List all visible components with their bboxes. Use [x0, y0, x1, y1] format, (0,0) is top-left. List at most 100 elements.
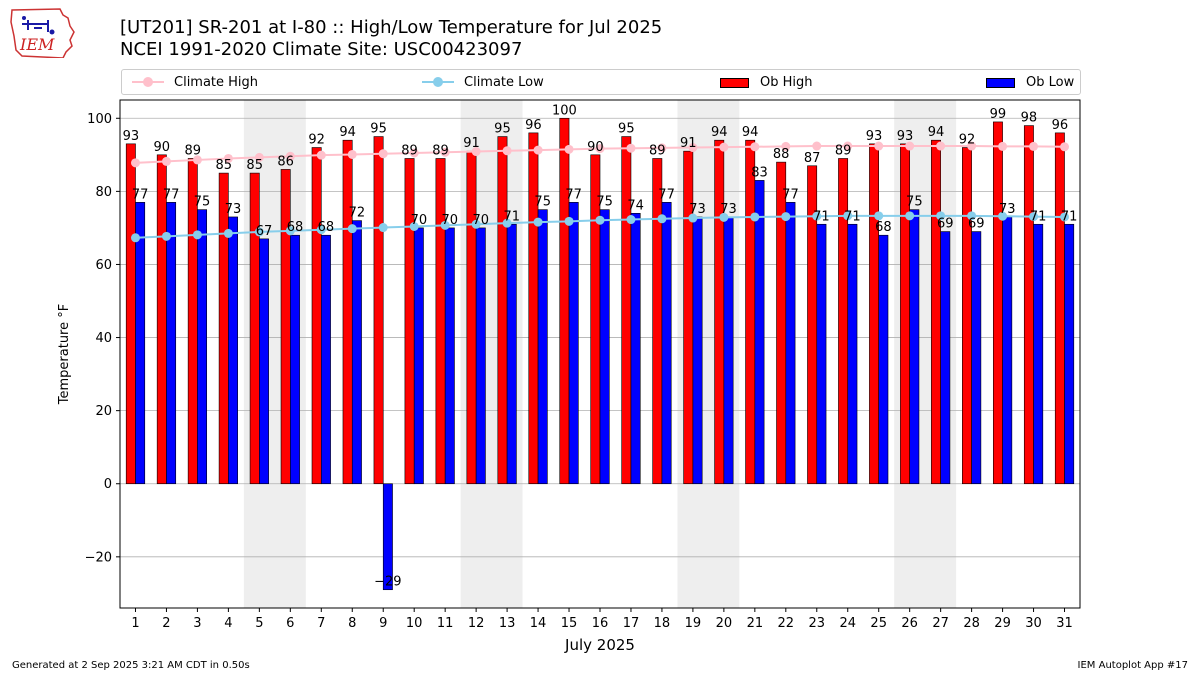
ob-high-bar-13: [497, 136, 508, 485]
climate-high-point-26: [905, 141, 915, 151]
x-tick-label-31: 31: [1056, 616, 1073, 631]
ob-high-label-2: 90: [154, 140, 171, 155]
ob-high-label-20: 94: [711, 125, 728, 140]
ob-low-bar-21: [754, 180, 765, 485]
ob-low-label-13: 71: [503, 209, 520, 224]
ob-high-bar-10: [404, 158, 415, 485]
footer-app: IEM Autoplot App #17: [1077, 660, 1188, 671]
ob-high-bar-30: [1023, 125, 1034, 485]
x-tick-label-7: 7: [317, 616, 325, 631]
ob-high-bar-28: [962, 147, 972, 485]
ob-low-bar-16: [599, 209, 610, 485]
ob-high-bar-14: [528, 132, 539, 485]
climate-low-point-25: [874, 211, 884, 221]
climate-high-point-15: [564, 144, 574, 154]
legend-swatch-ob-high: [718, 74, 750, 90]
ob-low-bar-27: [940, 231, 951, 485]
climate-high-point-12: [471, 147, 481, 157]
ob-low-label-4: 73: [225, 202, 242, 217]
ob-low-label-11: 70: [442, 213, 459, 228]
climate-low-point-24: [843, 211, 853, 221]
ob-low-bar-28: [971, 231, 982, 485]
climate-low-point-18: [657, 214, 667, 224]
ob-high-label-13: 95: [494, 122, 511, 137]
ob-high-bar-29: [992, 121, 1003, 485]
legend-label-ob-low: Ob Low: [1026, 74, 1075, 90]
climate-low-point-12: [471, 219, 481, 229]
climate-low-point-21: [750, 212, 760, 222]
ob-low-bar-30: [1033, 223, 1044, 485]
climate-low-point-27: [936, 211, 946, 221]
ob-low-label-29: 73: [999, 202, 1016, 217]
ob-low-bar-8: [351, 220, 362, 485]
climate-high-point-7: [316, 150, 326, 160]
ob-high-label-1: 93: [123, 129, 140, 144]
climate-high-point-29: [998, 141, 1008, 151]
climate-high-point-6: [285, 151, 295, 161]
ob-high-bar-11: [435, 158, 446, 485]
ob-high-bar-9: [373, 136, 384, 485]
ob-low-label-23: 71: [813, 209, 830, 224]
ob-high-bar-12: [466, 150, 477, 485]
x-tick-label-1: 1: [131, 616, 139, 631]
climate-low-point-29: [998, 211, 1008, 221]
ob-high-label-3: 89: [185, 143, 202, 158]
ob-high-label-6: 86: [277, 154, 294, 169]
ob-low-label-16: 75: [596, 195, 613, 210]
ob-low-bar-20: [723, 216, 734, 485]
x-tick-label-6: 6: [286, 616, 294, 631]
x-tick-label-26: 26: [901, 616, 918, 631]
y-tick-label-4: 40: [95, 331, 112, 346]
climate-low-point-20: [719, 212, 729, 222]
ob-high-label-4: 85: [215, 158, 232, 173]
climate-low-point-9: [378, 223, 388, 233]
legend-label-ob-high: Ob High: [760, 74, 813, 90]
ob-low-bar-1: [135, 202, 146, 485]
x-tick-label-19: 19: [685, 616, 702, 631]
ob-low-label-7: 68: [318, 220, 335, 235]
climate-high-point-23: [812, 141, 822, 151]
ob-high-label-19: 91: [680, 136, 697, 151]
x-axis-label: July 2025: [564, 636, 635, 654]
ob-high-label-18: 89: [649, 143, 666, 158]
ob-high-label-24: 89: [835, 143, 852, 158]
climate-low-point-8: [347, 224, 357, 234]
climate-low-point-28: [967, 211, 977, 221]
ob-low-label-2: 77: [163, 187, 180, 202]
ob-high-bar-31: [1054, 132, 1065, 485]
ob-low-label-6: 68: [287, 220, 304, 235]
ob-high-bar-6: [280, 169, 291, 485]
ob-high-label-11: 89: [432, 143, 449, 158]
ob-low-bar-29: [1002, 216, 1013, 485]
x-tick-label-9: 9: [379, 616, 387, 631]
climate-low-point-4: [223, 228, 233, 238]
climate-high-point-4: [223, 153, 233, 163]
x-tick-label-24: 24: [839, 616, 856, 631]
ob-low-bar-11: [444, 227, 455, 485]
climate-high-point-27: [936, 141, 946, 151]
ob-low-bar-15: [568, 202, 579, 485]
climate-high-point-28: [967, 141, 977, 151]
ob-low-bar-17: [630, 212, 641, 485]
climate-low-point-30: [1029, 212, 1039, 222]
y-tick-label-1: −20: [85, 550, 112, 565]
logo-text: IEM: [19, 35, 55, 54]
x-tick-label-22: 22: [778, 616, 795, 631]
y-tick-label-7: 100: [87, 112, 112, 127]
legend-item-ob-low: Ob Low: [984, 70, 1074, 94]
ob-low-bar-31: [1064, 223, 1075, 485]
ob-high-bar-24: [838, 158, 849, 485]
ob-low-label-5: 67: [256, 224, 273, 239]
x-tick-label-12: 12: [468, 616, 485, 631]
ob-high-bar-7: [311, 147, 322, 485]
ob-low-bar-18: [661, 202, 672, 485]
y-axis-label: Temperature °F: [57, 304, 72, 405]
ob-high-bar-8: [342, 139, 353, 485]
ob-low-bar-26: [909, 209, 920, 485]
climate-high-point-18: [657, 143, 667, 153]
ob-low-label-20: 73: [720, 202, 737, 217]
x-tick-label-15: 15: [561, 616, 578, 631]
climate-high-point-22: [781, 141, 791, 151]
climate-high-point-9: [378, 149, 388, 159]
ob-low-label-30: 71: [1030, 209, 1047, 224]
